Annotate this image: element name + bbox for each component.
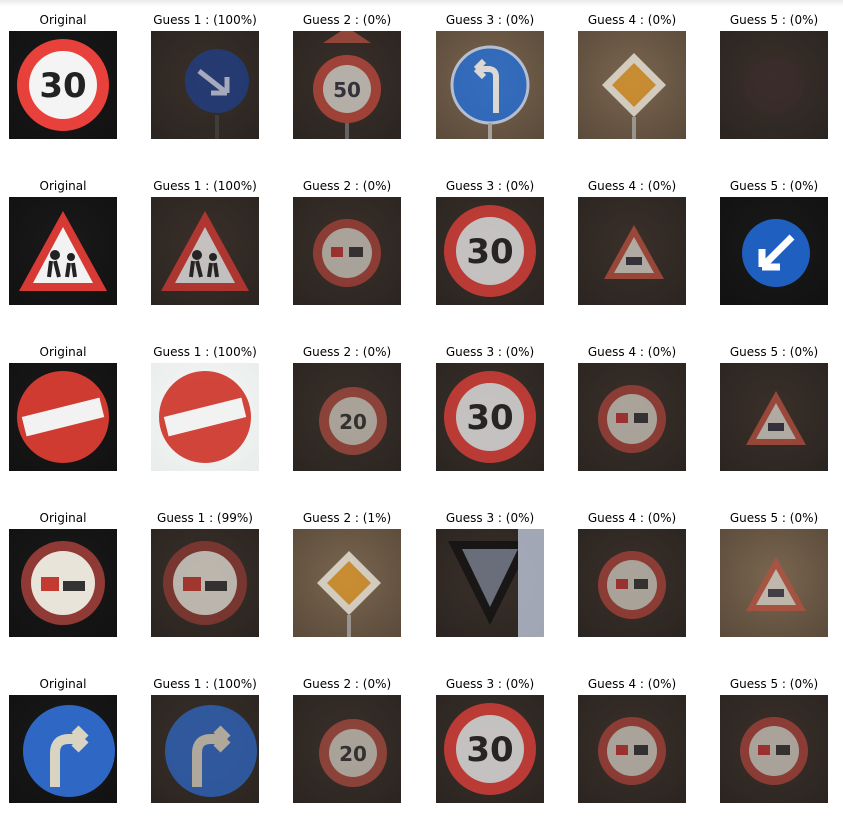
speed-limit-30-sign-icon: 30 (436, 363, 544, 471)
guess-caption: Guess 4 : (0%) (587, 511, 677, 525)
speed-limit-30-sign-icon: 30 (9, 31, 117, 139)
guess-caption: Guess 5 : (0%) (729, 345, 819, 359)
guess-caption: Guess 4 : (0%) (587, 677, 677, 691)
guess-caption: Guess 2 : (1%) (302, 511, 392, 525)
guess-caption: Guess 4 : (0%) (587, 179, 677, 193)
no-passing-sign-icon (578, 363, 686, 471)
priority-road-sign-icon (293, 529, 401, 637)
guess-caption: Guess 5 : (0%) (729, 677, 819, 691)
guess-caption: Guess 1 : (100%) (153, 677, 257, 691)
original-caption: Original (39, 511, 87, 525)
guess-caption: Guess 1 : (100%) (153, 179, 257, 193)
no-passing-sign-icon (578, 529, 686, 637)
original-caption: Original (39, 345, 87, 359)
warning-triangle-sign-icon (720, 529, 828, 637)
guess-caption: Guess 1 : (100%) (153, 345, 257, 359)
guess-caption: Guess 1 : (100%) (153, 13, 257, 27)
original-caption: Original (39, 179, 87, 193)
guess-caption: Guess 1 : (99%) (157, 511, 253, 525)
svg-text:30: 30 (466, 730, 513, 770)
no-passing-sign-icon (578, 695, 686, 803)
no-entry-sign-icon (9, 363, 117, 471)
speed-limit-30-sign-icon: 30 (436, 695, 544, 803)
guess-caption: Guess 3 : (0%) (445, 511, 535, 525)
priority-road-sign-icon (578, 31, 686, 139)
speed-limit-20-sign-icon: 20 (293, 695, 401, 803)
no-passing-sign-icon (293, 197, 401, 305)
svg-text:50: 50 (333, 78, 361, 102)
svg-text:30: 30 (39, 66, 86, 106)
svg-text:30: 30 (466, 232, 513, 272)
svg-text:20: 20 (339, 410, 367, 434)
guess-caption: Guess 4 : (0%) (587, 345, 677, 359)
turn-right-ahead-sign-icon (9, 695, 117, 803)
children-crossing-sign-icon (151, 197, 259, 305)
speed-limit-30-sign-icon: 30 (436, 197, 544, 305)
guess-caption: Guess 3 : (0%) (445, 677, 535, 691)
guess-caption: Guess 2 : (0%) (302, 179, 392, 193)
guess-caption: Guess 3 : (0%) (445, 345, 535, 359)
warning-triangle-sign-icon (578, 197, 686, 305)
warning-triangle-sign-icon (720, 363, 828, 471)
guess-caption: Guess 4 : (0%) (587, 13, 677, 27)
no-passing-trucks-sign-icon (151, 529, 259, 637)
guess-caption: Guess 3 : (0%) (445, 179, 535, 193)
top-shadow (0, 0, 843, 6)
turn-right-ahead-sign-icon (151, 695, 259, 803)
original-caption: Original (39, 13, 87, 27)
guess-caption: Guess 2 : (0%) (302, 677, 392, 691)
guess-caption: Guess 5 : (0%) (729, 13, 819, 27)
guess-caption: Guess 2 : (0%) (302, 345, 392, 359)
dark-blur-icon (720, 31, 828, 139)
svg-text:20: 20 (339, 742, 367, 766)
speed-limit-50-sign-icon: 50 (293, 31, 401, 139)
turn-left-ahead-sign-icon (436, 31, 544, 139)
yield-sign-icon (436, 529, 544, 637)
no-passing-trucks-sign-icon (9, 529, 117, 637)
no-entry-sign-icon (151, 363, 259, 471)
original-caption: Original (39, 677, 87, 691)
keep-right-sign-icon (151, 31, 259, 139)
guess-caption: Guess 3 : (0%) (445, 13, 535, 27)
no-passing-sign-icon (720, 695, 828, 803)
guess-caption: Guess 2 : (0%) (302, 13, 392, 27)
keep-left-sign-icon (720, 197, 828, 305)
speed-limit-20-sign-icon: 20 (293, 363, 401, 471)
svg-text:30: 30 (466, 398, 513, 438)
guess-caption: Guess 5 : (0%) (729, 179, 819, 193)
children-crossing-sign-icon (9, 197, 117, 305)
guess-caption: Guess 5 : (0%) (729, 511, 819, 525)
